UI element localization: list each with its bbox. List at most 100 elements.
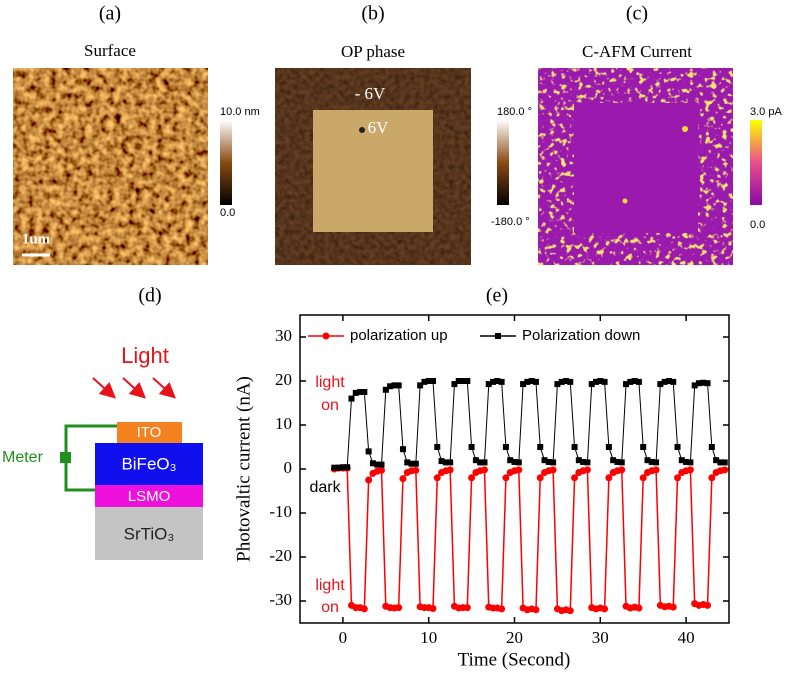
data-point — [631, 378, 638, 384]
data-point — [545, 458, 552, 465]
layer-label: BiFeO₃ — [121, 454, 176, 473]
colorbar-min: 0.0 — [750, 219, 765, 231]
data-point — [648, 458, 655, 465]
data-point — [605, 474, 613, 482]
data-point — [704, 601, 712, 609]
data-point — [378, 461, 385, 468]
data-point — [554, 381, 561, 388]
data-point — [528, 378, 535, 384]
data-point — [639, 474, 647, 482]
data-point — [425, 378, 432, 384]
data-point — [446, 466, 454, 474]
light-arrow — [92, 377, 116, 399]
data-point — [417, 382, 424, 389]
data-point — [447, 459, 454, 466]
data-point — [584, 459, 591, 466]
data-point — [708, 474, 716, 482]
data-point — [721, 466, 729, 474]
data-point — [404, 459, 411, 466]
data-point — [378, 466, 386, 474]
data-point — [597, 378, 604, 384]
data-point — [472, 457, 479, 464]
data-point — [580, 458, 587, 465]
panel-label: (c) — [626, 3, 648, 25]
panel-title: OP phase — [341, 42, 405, 61]
data-point — [511, 458, 518, 465]
data-point — [695, 380, 702, 387]
data-point — [618, 459, 625, 466]
data-point — [455, 378, 462, 384]
y-tick-label: 0 — [284, 458, 293, 477]
data-point — [382, 386, 389, 393]
panel-title: Surface — [84, 41, 136, 60]
legend-marker — [495, 333, 501, 339]
data-point — [588, 381, 595, 388]
data-point — [365, 448, 372, 455]
substrate-layer — [95, 507, 203, 560]
data-point — [515, 466, 523, 474]
colorbar-min: -180.0 ° — [491, 216, 530, 228]
data-point — [429, 378, 436, 384]
data-point — [536, 474, 544, 482]
data-point — [558, 378, 565, 385]
data-point — [335, 464, 342, 471]
defect — [359, 127, 365, 133]
data-point — [374, 461, 381, 468]
data-point — [575, 457, 582, 464]
data-point — [661, 378, 668, 385]
data-point — [399, 446, 406, 453]
x-tick-label: 0 — [339, 628, 348, 647]
legend-marker — [322, 332, 330, 340]
data-point — [571, 444, 578, 450]
data-point — [610, 457, 617, 464]
data-point — [593, 378, 600, 385]
data-point — [550, 459, 557, 466]
data-point — [502, 474, 510, 482]
light-label: Light — [121, 343, 169, 368]
hotspot — [682, 126, 688, 132]
colorbar-max: 10.0 nm — [220, 106, 260, 118]
data-point — [567, 378, 574, 385]
data-point — [566, 607, 574, 615]
data-point — [618, 466, 626, 474]
panel-title: C-AFM Current — [582, 42, 692, 61]
data-point — [498, 378, 505, 385]
layer-label: LSMO — [128, 488, 171, 505]
poled-region — [574, 103, 698, 233]
data-point — [498, 605, 506, 613]
bfo-layer — [95, 443, 203, 485]
data-point — [429, 604, 437, 612]
y-tick-label: 20 — [275, 370, 292, 389]
data-point — [665, 378, 672, 384]
data-point — [463, 604, 471, 612]
data-point — [635, 604, 643, 612]
data-point — [485, 381, 492, 388]
data-point — [713, 457, 720, 464]
data-point — [670, 378, 677, 385]
colorbar-max: 180.0 ° — [497, 106, 532, 118]
data-point — [357, 389, 364, 395]
annotation: light — [315, 577, 345, 594]
y-tick-label: -30 — [269, 590, 292, 609]
data-point — [537, 444, 544, 450]
data-point — [408, 460, 415, 467]
series-line — [334, 380, 725, 469]
scale-bar-label: 1um — [22, 231, 51, 247]
annotation: light — [315, 374, 345, 391]
panel-label: (d) — [138, 285, 161, 307]
colorbar — [750, 120, 762, 205]
data-point — [434, 444, 441, 450]
data-point — [614, 458, 621, 465]
data-point — [520, 381, 527, 388]
data-point — [360, 605, 368, 613]
data-point — [674, 474, 682, 482]
legend-label: Polarization down — [522, 327, 640, 344]
panel-label: (e) — [486, 285, 508, 307]
data-point — [717, 459, 724, 466]
data-point — [352, 389, 359, 396]
legend-label: polarization up — [350, 327, 448, 344]
x-tick-label: 10 — [420, 628, 437, 647]
data-point — [369, 460, 376, 467]
data-point — [700, 379, 707, 386]
panel-label: (b) — [361, 3, 384, 25]
